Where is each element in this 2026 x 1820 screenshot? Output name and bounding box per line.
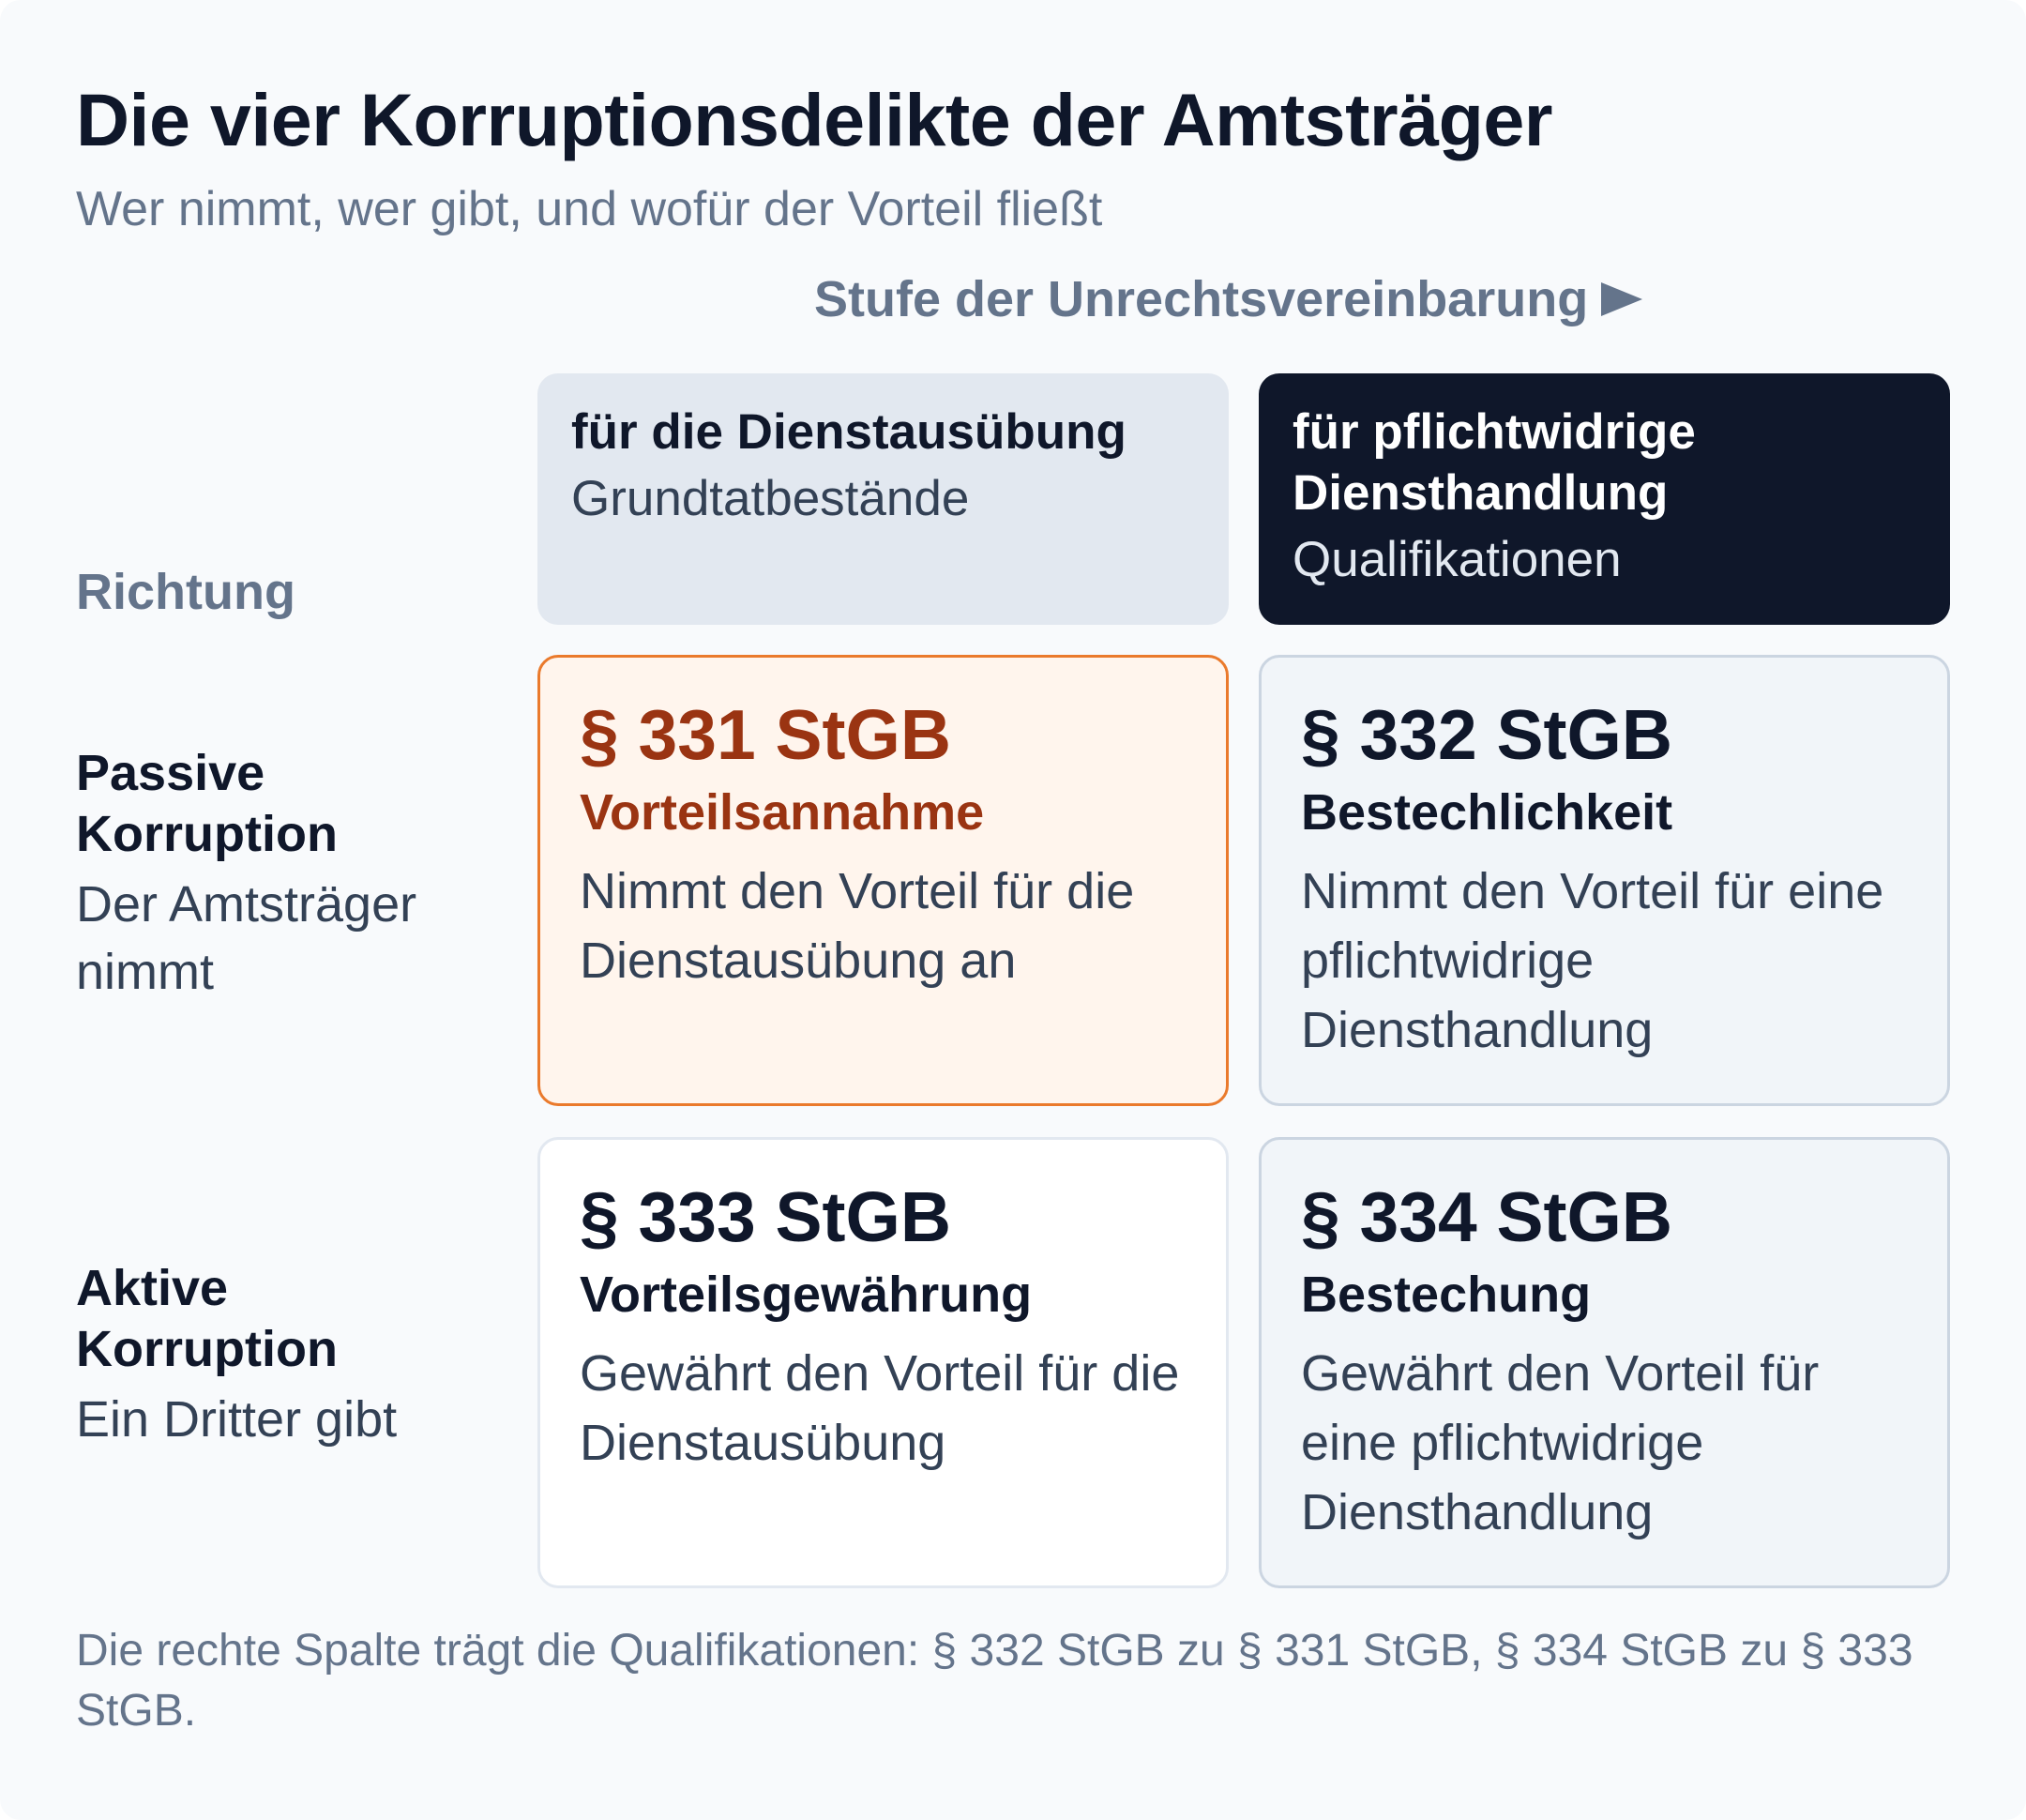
column-header-subtitle: Grundtatbestände: [571, 471, 970, 526]
cell-offense-name: Bestechung: [1301, 1266, 1592, 1323]
cell-offense-name: Vorteilsgewährung: [580, 1266, 1033, 1323]
page-title: Die vier Korruptionsdelikte der Amtsträg…: [76, 78, 1553, 161]
cell-description: Nimmt den Vorteil für die Dienstausübung…: [580, 863, 1135, 989]
column-header-title: für pflichtwidrige Diensthandlung: [1293, 404, 1696, 521]
row-header-title: Passive Korruption: [76, 745, 338, 862]
column-header-title: für die Dienstausübung: [571, 404, 1126, 460]
footnote: Die rechte Spalte trägt die Qualifikatio…: [76, 1626, 1913, 1736]
row-header-passive: Passive Korruption Der Amtsträger nimmt: [76, 743, 489, 1006]
page-subtitle: Wer nimmt, wer gibt, und wofür der Vorte…: [76, 182, 1103, 236]
cell-paragraph: § 334 StGB: [1301, 1177, 1673, 1256]
row-header-title: Aktive Korruption: [76, 1260, 338, 1377]
cell-offense-name: Bestechlichkeit: [1301, 784, 1673, 841]
column-axis-label: Stufe der Unrechtsvereinbarung: [814, 270, 1643, 328]
cell-334-bestechung: § 334 StGB Bestechung Gewährt den Vortei…: [1259, 1137, 1950, 1588]
cell-paragraph: § 333 StGB: [580, 1177, 952, 1256]
column-header-pflichtwidrig: für pflichtwidrige Diensthandlung Qualif…: [1259, 373, 1950, 625]
cell-333-vorteilsgewaehrung: § 333 StGB Vorteilsgewährung Gewährt den…: [537, 1137, 1229, 1588]
row-header-subtitle: Ein Dritter gibt: [76, 1391, 398, 1448]
row-axis-label: Richtung: [76, 564, 295, 620]
row-header-subtitle: Der Amtsträger nimmt: [76, 876, 417, 1000]
cell-paragraph: § 332 StGB: [1301, 695, 1673, 774]
cell-331-vorteilsannahme: § 331 StGB Vorteilsannahme Nimmt den Vor…: [537, 655, 1229, 1106]
cell-offense-name: Vorteilsannahme: [580, 784, 985, 841]
row-header-aktive: Aktive Korruption Ein Dritter gibt: [76, 1258, 489, 1453]
cell-332-bestechlichkeit: § 332 StGB Bestechlichkeit Nimmt den Vor…: [1259, 655, 1950, 1106]
cell-description: Gewährt den Vorteil für die Dienstausübu…: [580, 1345, 1180, 1471]
cell-description: Gewährt den Vorteil für eine pflichtwidr…: [1301, 1345, 1820, 1540]
column-header-dienstausuebung: für die Dienstausübung Grundtatbestände: [537, 373, 1229, 625]
cell-paragraph: § 331 StGB: [580, 695, 952, 774]
arrow-right-icon: [1601, 281, 1643, 316]
column-header-subtitle: Qualifikationen: [1293, 532, 1622, 587]
column-axis-label-text: Stufe der Unrechtsvereinbarung: [814, 271, 1589, 327]
cell-description: Nimmt den Vorteil für eine pflichtwidrig…: [1301, 863, 1884, 1058]
